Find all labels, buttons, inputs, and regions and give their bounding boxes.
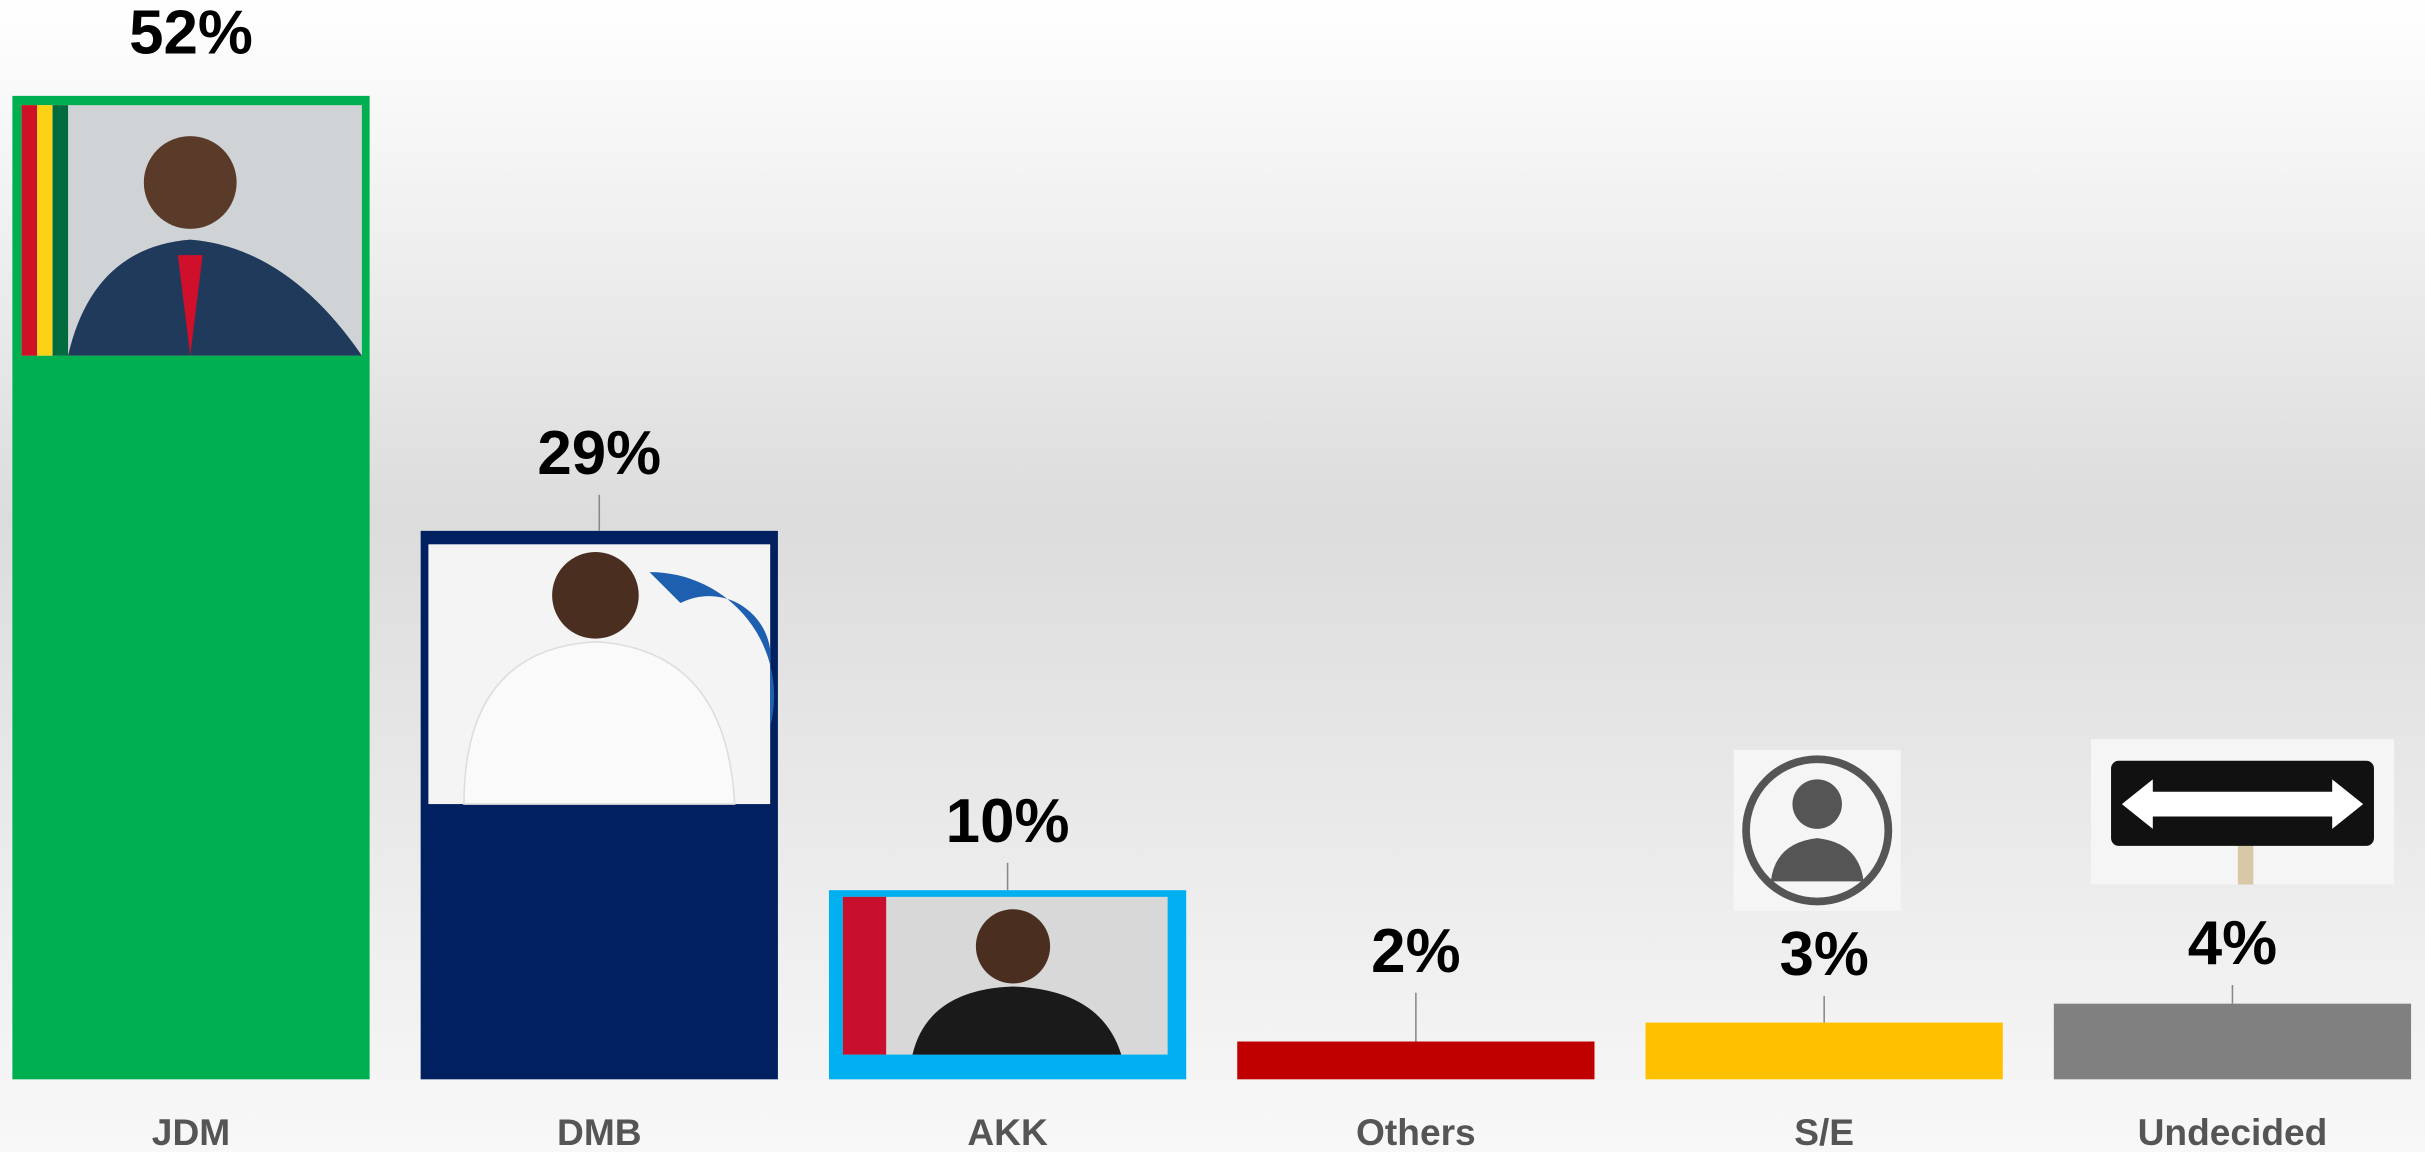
x-tick-label: AKK — [967, 1111, 1048, 1152]
icon-undecided-sign — [2090, 739, 2395, 885]
photo-dmb — [428, 544, 775, 805]
bar — [1237, 1041, 1595, 1080]
value-label: 2% — [1371, 917, 1460, 986]
x-tick-label: DMB — [557, 1111, 642, 1152]
bar — [1645, 1022, 2003, 1080]
value-label: 3% — [1779, 920, 1868, 989]
value-label: 52% — [129, 0, 253, 67]
x-tick-label: JDM — [152, 1111, 230, 1152]
x-tick-label: S/E — [1794, 1111, 1854, 1152]
value-label: 4% — [2188, 909, 2277, 978]
icon-person — [1733, 749, 1901, 911]
bar — [2053, 1003, 2412, 1080]
value-label: 29% — [537, 419, 661, 488]
value-label: 10% — [946, 787, 1070, 856]
photo-akk — [842, 896, 1168, 1055]
x-tick-label: Undecided — [2138, 1111, 2328, 1152]
x-tick-label: Others — [1356, 1111, 1476, 1152]
photo-jdm — [21, 105, 362, 356]
